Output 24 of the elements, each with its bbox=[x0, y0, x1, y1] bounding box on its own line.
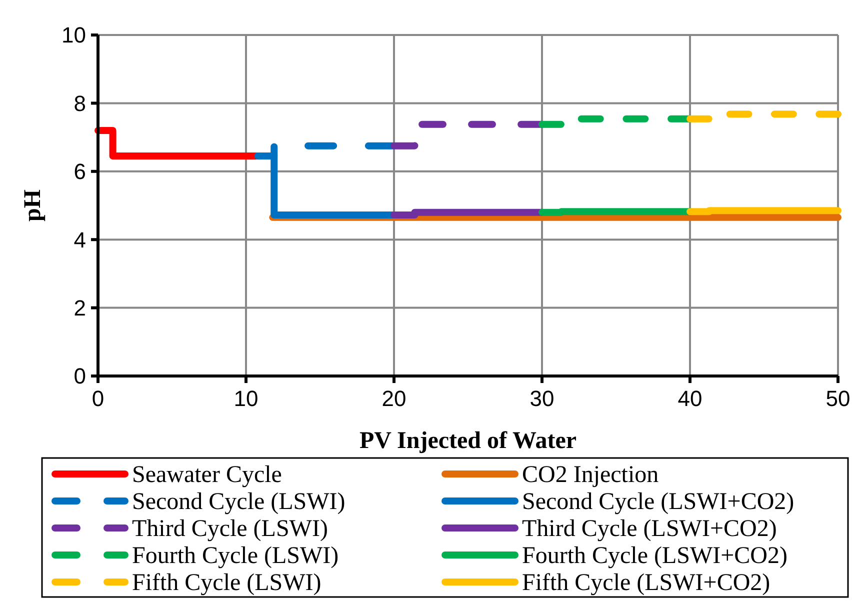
x-tick-label: 50 bbox=[826, 386, 850, 411]
legend-label: Third Cycle (LSWI+CO2) bbox=[522, 516, 777, 542]
x-axis-title: PV Injected of Water bbox=[359, 428, 577, 454]
legend-label: Fifth Cycle (LSWI+CO2) bbox=[522, 570, 770, 596]
y-tick-label: 0 bbox=[74, 364, 86, 389]
x-tick-label: 20 bbox=[382, 386, 406, 411]
x-tick-label: 10 bbox=[234, 386, 258, 411]
y-tick-label: 2 bbox=[74, 296, 86, 320]
legend-label: Fifth Cycle (LSWI) bbox=[132, 570, 322, 596]
y-tick-label: 10 bbox=[62, 22, 86, 48]
legend-label: CO2 Injection bbox=[522, 462, 659, 488]
legend-label: Fourth Cycle (LSWI) bbox=[132, 543, 339, 569]
legend-label: Second Cycle (LSWI+CO2) bbox=[522, 489, 794, 515]
legend-label: Fourth Cycle (LSWI+CO2) bbox=[522, 543, 788, 569]
legend-label: Second Cycle (LSWI) bbox=[132, 489, 346, 515]
y-tick-label: 8 bbox=[74, 90, 86, 116]
legend-label: Seawater Cycle bbox=[132, 462, 282, 488]
y-tick-label: 4 bbox=[74, 227, 86, 252]
legend-label: Third Cycle (LSWI) bbox=[132, 516, 328, 542]
y-tick-label: 6 bbox=[74, 159, 86, 184]
y-axis-title: pH bbox=[20, 189, 46, 222]
x-tick-label: 40 bbox=[678, 386, 702, 411]
x-tick-label: 0 bbox=[92, 386, 104, 411]
x-tick-label: 30 bbox=[530, 386, 554, 411]
